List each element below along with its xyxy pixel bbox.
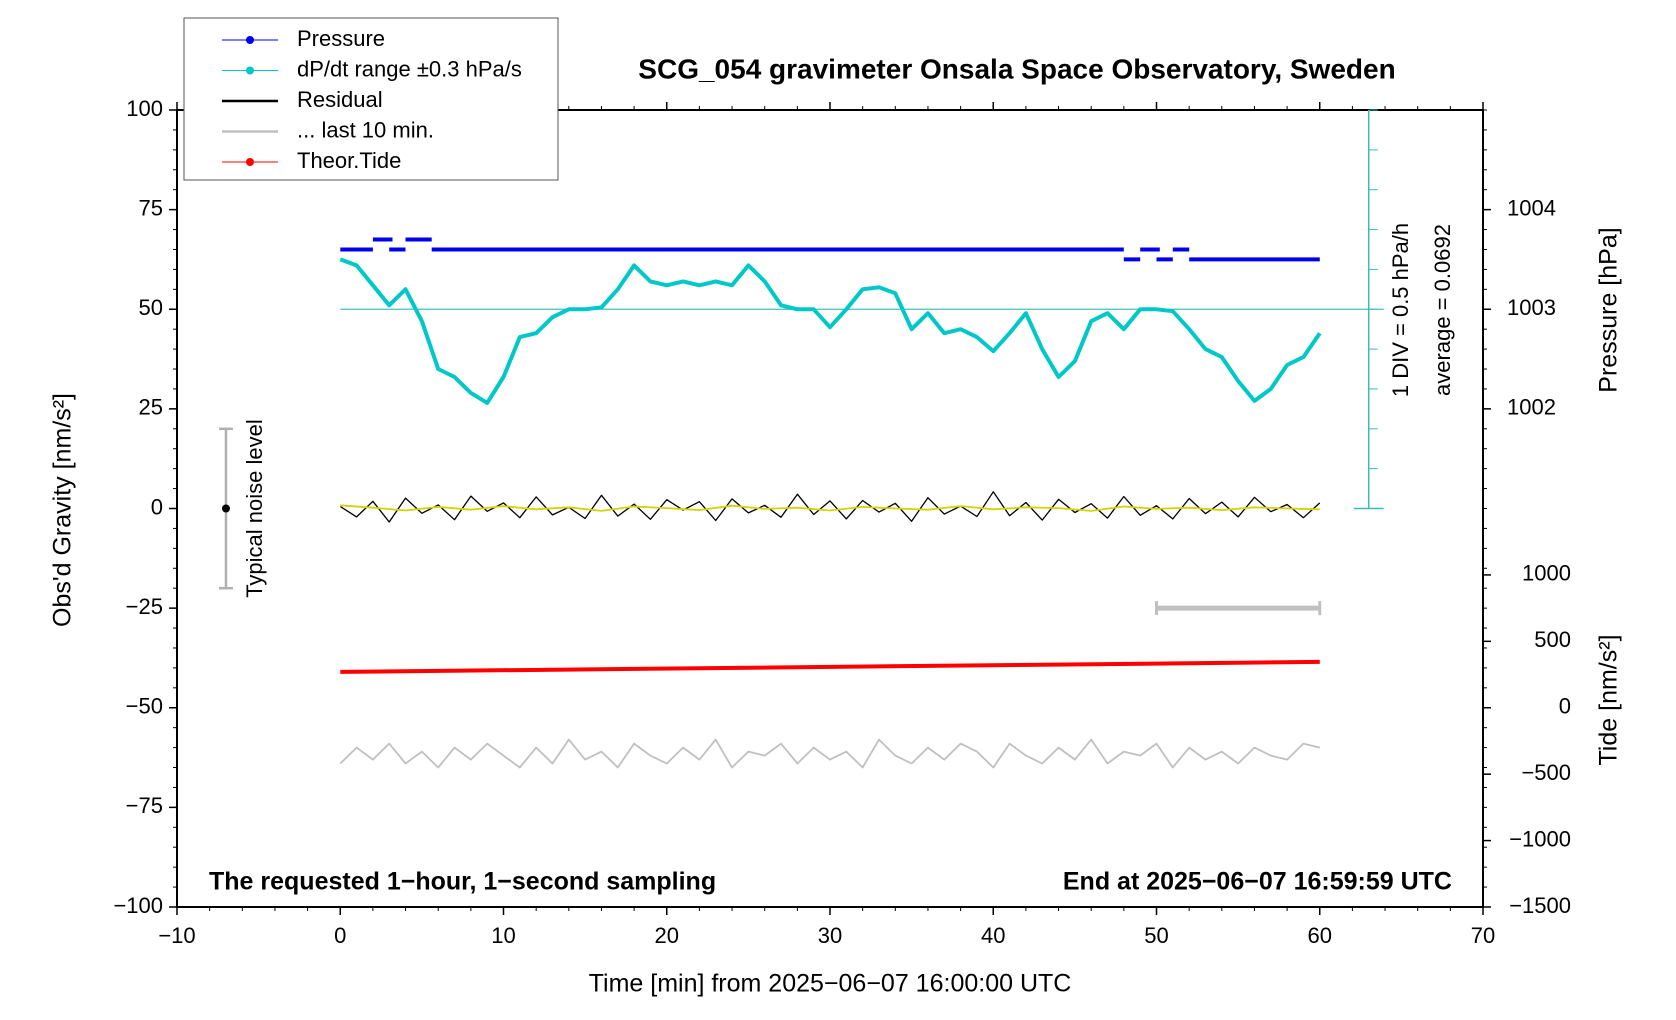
series-line [339,738,1321,769]
y2-tick-label: 1002 [1507,395,1556,420]
y2-tick-label: 1003 [1507,295,1556,320]
legend-label: Residual [297,87,383,112]
chart-title: SCG_054 gravimeter Onsala Space Observat… [638,53,1395,84]
x-tick-label: −10 [158,923,195,948]
y3-tick-label: −1000 [1509,826,1571,851]
y-tick-label: 100 [126,96,163,121]
annotation: End at 2025−06−07 16:59:59 UTC [1063,868,1452,896]
y-tick-label: −100 [113,893,163,918]
x-tick-label: 60 [1308,923,1332,948]
x-tick-label: 40 [981,923,1005,948]
legend-label: Pressure [297,26,385,51]
legend-label: dP/dt range ±0.3 hPa/s [297,56,522,81]
y3-tick-label: 500 [1534,627,1571,652]
x-tick-label: 70 [1471,923,1495,948]
x-tick-label: 30 [818,923,842,948]
legend-label: ... last 10 min. [297,117,434,142]
y3-tick-label: −500 [1521,760,1571,785]
noise-dot [221,504,230,513]
y3-tick-label: 1000 [1522,561,1571,586]
noise-label: Typical noise level [242,419,267,598]
y-tick-label: 0 [151,494,163,519]
x-tick-label: 0 [334,923,346,948]
y-tick-label: 75 [139,195,163,220]
legend-marker [246,36,254,44]
series-line [339,491,1321,523]
scale-label: 1 DIV = 0.5 hPa/h [1388,223,1413,397]
annotation: The requested 1−hour, 1−second sampling [209,868,716,896]
y-tick-label: −50 [126,694,163,719]
y-tick-label: −25 [126,594,163,619]
y-tick-label: −75 [126,793,163,818]
x-axis-label: Time [min] from 2025−06−07 16:00:00 UTC [589,970,1072,998]
legend-marker [246,158,254,166]
x-tick-label: 10 [491,923,515,948]
x-tick-label: 20 [655,923,679,948]
legend-label: Theor.Tide [297,148,401,173]
y-axis-label: Obs'd Gravity [nm/s²] [49,393,77,627]
series-line [339,257,1322,405]
x-tick-label: 50 [1144,923,1168,948]
series-line [340,237,1320,262]
legend-box [183,17,559,181]
y2-axis-label: Pressure [hPa] [1595,227,1623,392]
y3-tick-label: −1500 [1509,893,1571,918]
average-label: average = 0.0692 [1430,224,1455,396]
y-tick-label: 50 [139,295,163,320]
legend-marker [246,66,254,75]
y-tick-label: 25 [139,395,163,420]
smoothed-line [340,504,1320,512]
y3-tick-label: 0 [1559,694,1571,719]
y3-axis-label: Tide [nm/s²] [1595,634,1623,765]
legend: Pressure dP/dt range ±0.3 hPa/s Residual..… [183,17,559,181]
series-line [340,659,1320,674]
y2-tick-label: 1004 [1507,195,1556,220]
